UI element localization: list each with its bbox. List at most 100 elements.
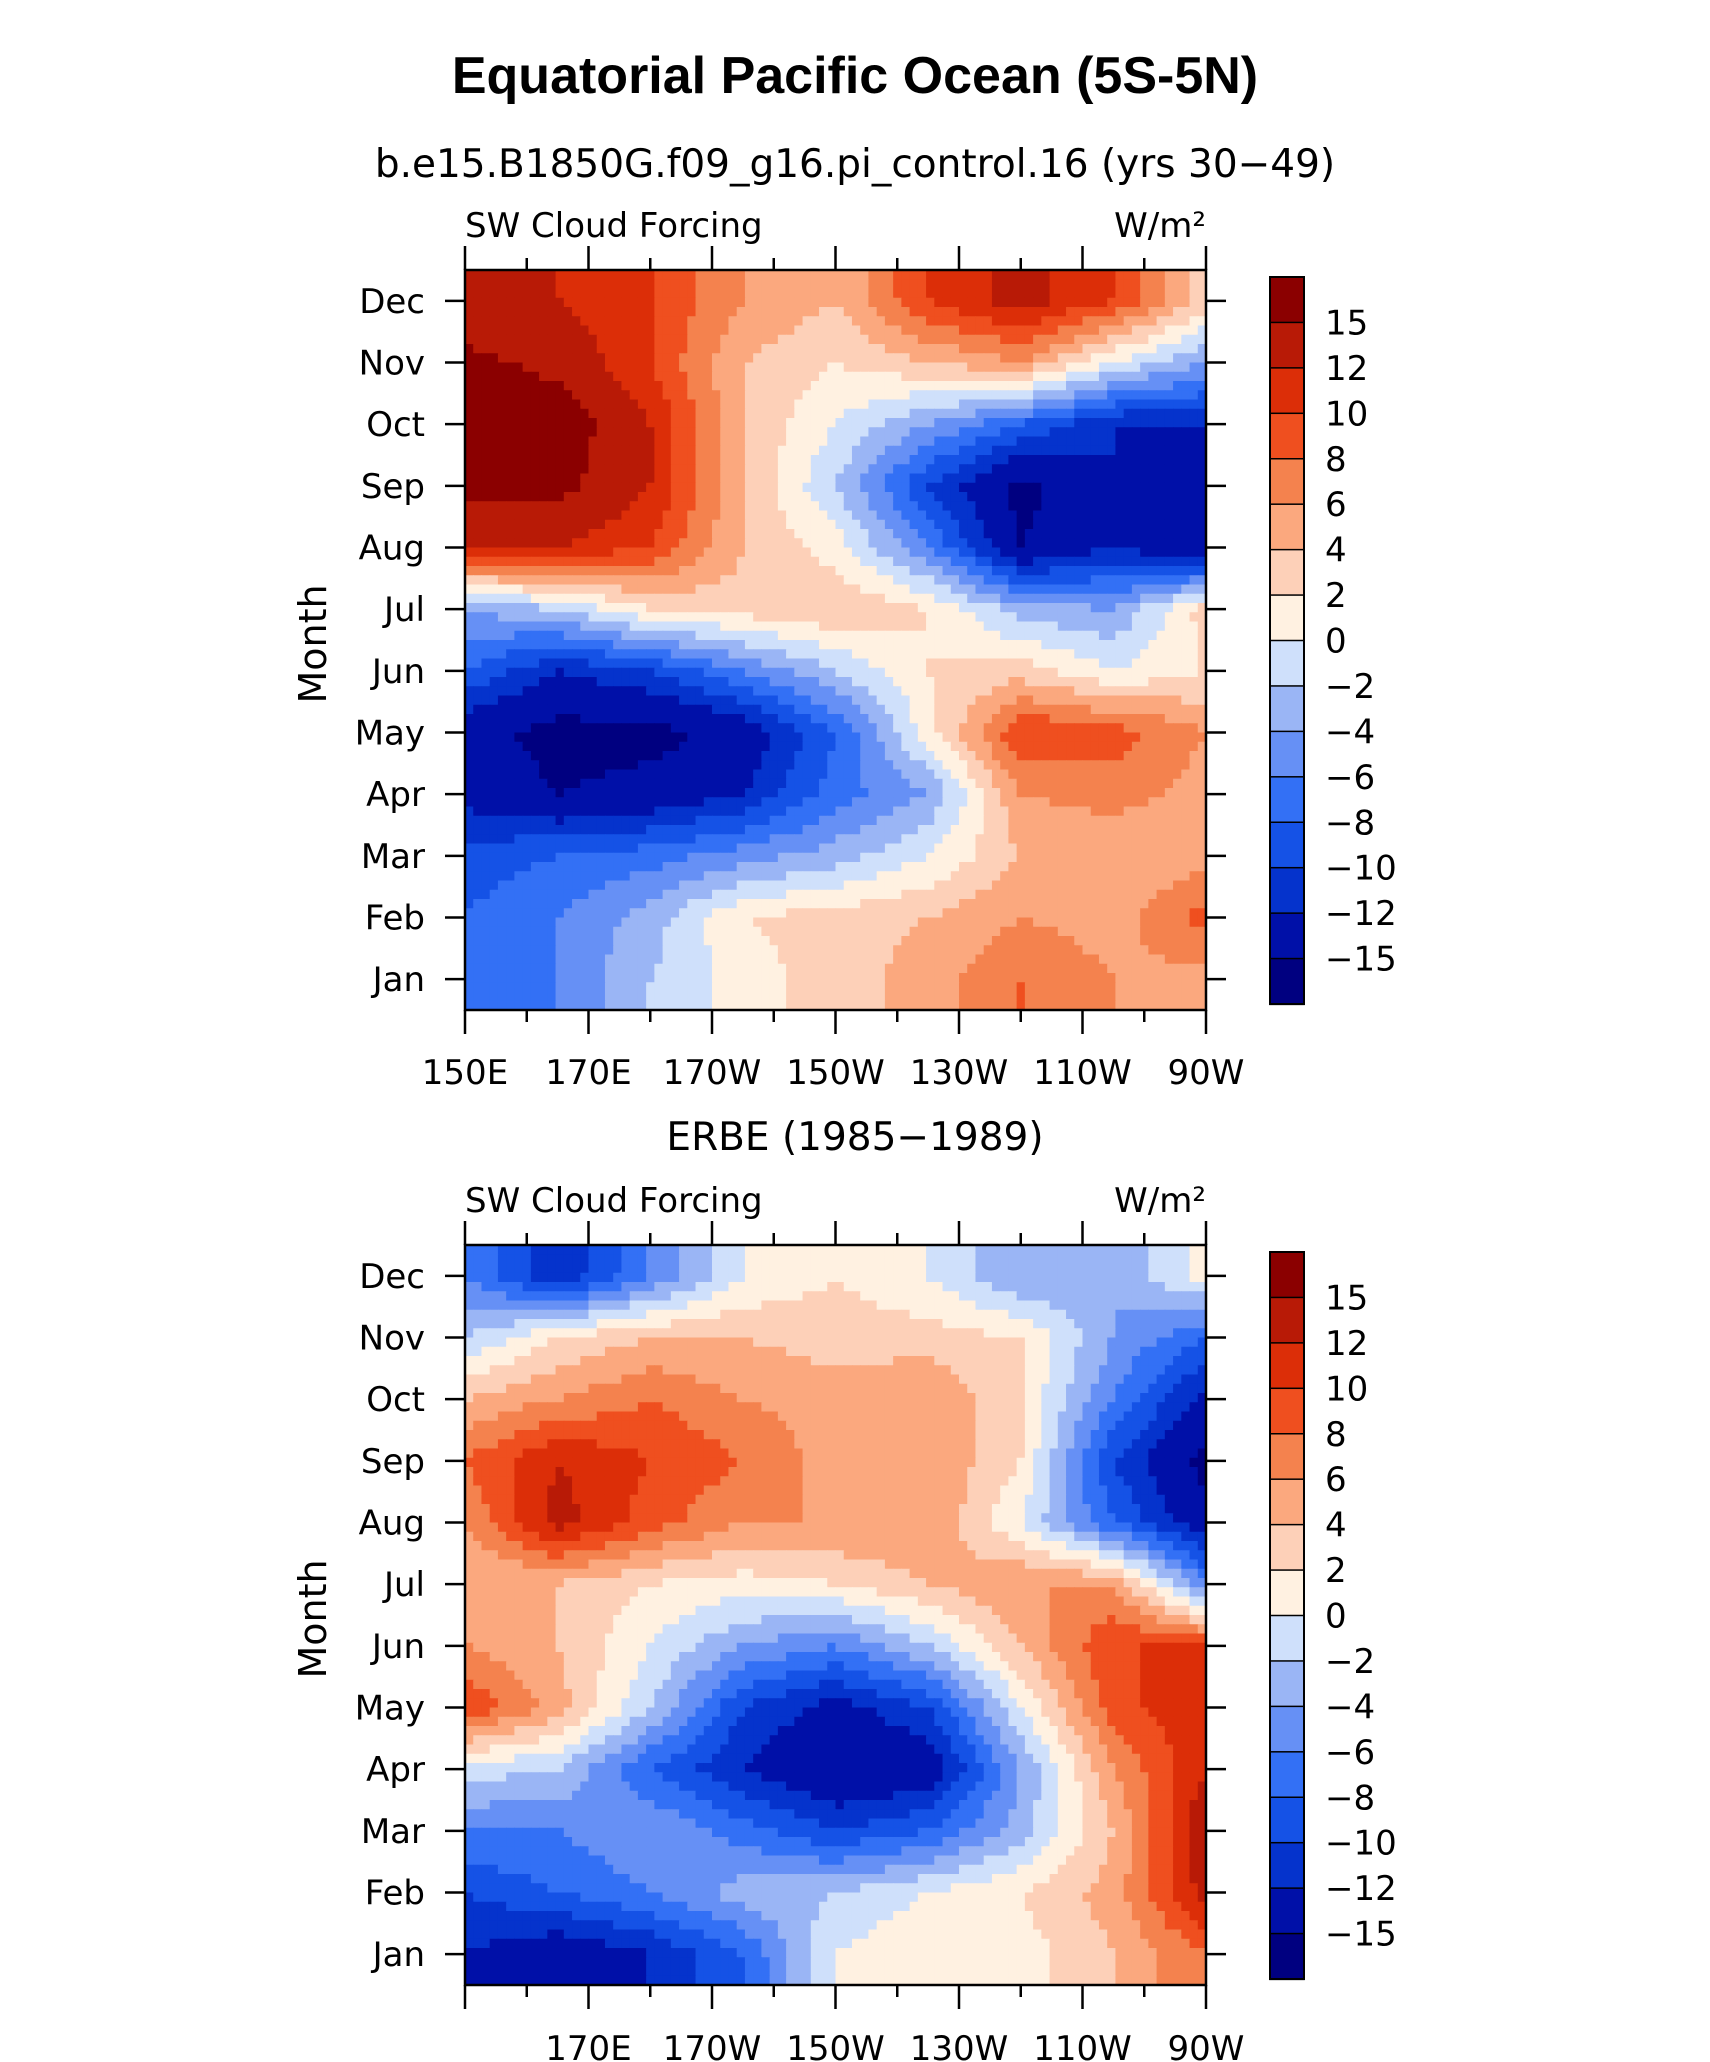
contour-cell xyxy=(851,353,861,364)
contour-cell xyxy=(506,353,515,364)
contour-cell xyxy=(761,482,771,493)
contour-cell xyxy=(909,584,919,595)
contour-cell xyxy=(1197,593,1207,604)
contour-cell xyxy=(983,566,993,576)
contour-cell xyxy=(637,640,647,650)
contour-cell xyxy=(926,584,935,595)
contour-cell xyxy=(489,566,499,576)
contour-cell xyxy=(506,566,515,576)
contour-cell xyxy=(926,741,935,752)
contour-cell xyxy=(959,427,968,438)
contour-cell xyxy=(802,297,812,308)
contour-cell xyxy=(604,658,614,669)
contour-cell xyxy=(728,445,738,456)
contour-cell xyxy=(580,741,590,752)
contour-cell xyxy=(522,279,532,290)
contour-cell xyxy=(489,381,499,391)
contour-cell xyxy=(1000,288,1009,299)
contour-cell xyxy=(555,538,565,549)
contour-cell xyxy=(802,612,812,623)
contour-cell xyxy=(547,649,557,660)
contour-cell xyxy=(613,751,623,761)
contour-cell xyxy=(736,288,746,299)
contour-cell xyxy=(1049,492,1059,502)
contour-cell xyxy=(769,408,779,419)
contour-cell xyxy=(621,297,631,308)
contour-cell xyxy=(901,677,911,687)
contour-cell xyxy=(950,334,960,345)
contour-cell xyxy=(670,529,680,539)
contour-cell xyxy=(860,445,870,456)
contour-cell xyxy=(810,510,820,521)
contour-cell xyxy=(514,492,524,502)
contour-cell xyxy=(572,723,581,734)
contour-cell xyxy=(621,593,631,604)
contour-cell xyxy=(662,667,672,678)
contour-cell xyxy=(1008,353,1018,364)
contour-cell xyxy=(819,399,828,410)
contour-cell xyxy=(539,399,548,410)
contour-cell xyxy=(884,270,894,280)
contour-cell xyxy=(967,566,977,576)
contour-cell xyxy=(794,769,804,780)
contour-cell xyxy=(744,547,754,558)
contour-cell xyxy=(1181,556,1191,567)
contour-cell xyxy=(712,741,721,752)
contour-cell xyxy=(786,436,795,447)
contour-cell xyxy=(497,556,507,567)
contour-cell xyxy=(959,297,968,308)
contour-cell xyxy=(621,408,631,419)
contour-cell xyxy=(1033,584,1042,595)
contour-cell xyxy=(761,667,771,678)
contour-cell xyxy=(942,658,952,669)
contour-cell xyxy=(810,760,820,771)
contour-cell xyxy=(1164,704,1174,715)
contour-cell xyxy=(712,408,721,419)
contour-cell xyxy=(802,741,812,752)
contour-cell xyxy=(588,677,598,687)
contour-cell xyxy=(991,640,1001,650)
contour-cell xyxy=(769,297,779,308)
contour-cell xyxy=(761,371,771,382)
contour-cell xyxy=(753,436,762,447)
contour-cell xyxy=(1197,427,1207,438)
contour-cell xyxy=(934,649,944,660)
contour-cell xyxy=(662,501,672,512)
contour-cell xyxy=(654,316,664,327)
contour-cell xyxy=(983,270,993,280)
contour-cell xyxy=(1197,353,1207,364)
contour-cell xyxy=(1156,575,1166,586)
contour-cell xyxy=(530,547,540,558)
contour-cell xyxy=(769,760,779,771)
contour-cell xyxy=(1123,390,1133,401)
contour-cell xyxy=(621,510,631,521)
contour-cell xyxy=(1156,473,1166,484)
contour-cell xyxy=(703,399,713,410)
contour-cell xyxy=(497,751,507,761)
contour-cell xyxy=(621,649,631,660)
contour-cell xyxy=(761,612,771,623)
contour-cell xyxy=(497,279,507,290)
contour-cell xyxy=(1189,723,1199,734)
contour-cell xyxy=(547,695,557,706)
contour-cell xyxy=(1164,529,1174,539)
contour-cell xyxy=(530,612,540,623)
contour-cell xyxy=(497,501,507,512)
contour-cell xyxy=(950,279,960,290)
contour-cell xyxy=(514,714,524,724)
contour-cell xyxy=(522,362,532,373)
contour-cell xyxy=(596,325,606,336)
contour-cell xyxy=(1049,584,1059,595)
contour-cell xyxy=(596,714,606,724)
contour-cell xyxy=(819,445,828,456)
contour-cell xyxy=(868,492,878,502)
contour-cell xyxy=(670,353,680,364)
contour-cell xyxy=(1041,297,1051,308)
contour-cell xyxy=(1066,288,1075,299)
contour-cell xyxy=(1008,723,1018,734)
contour-cell xyxy=(810,603,820,613)
contour-cell xyxy=(991,593,1001,604)
contour-cell xyxy=(1074,640,1084,650)
contour-cell xyxy=(703,556,713,567)
contour-cell xyxy=(1107,316,1117,327)
